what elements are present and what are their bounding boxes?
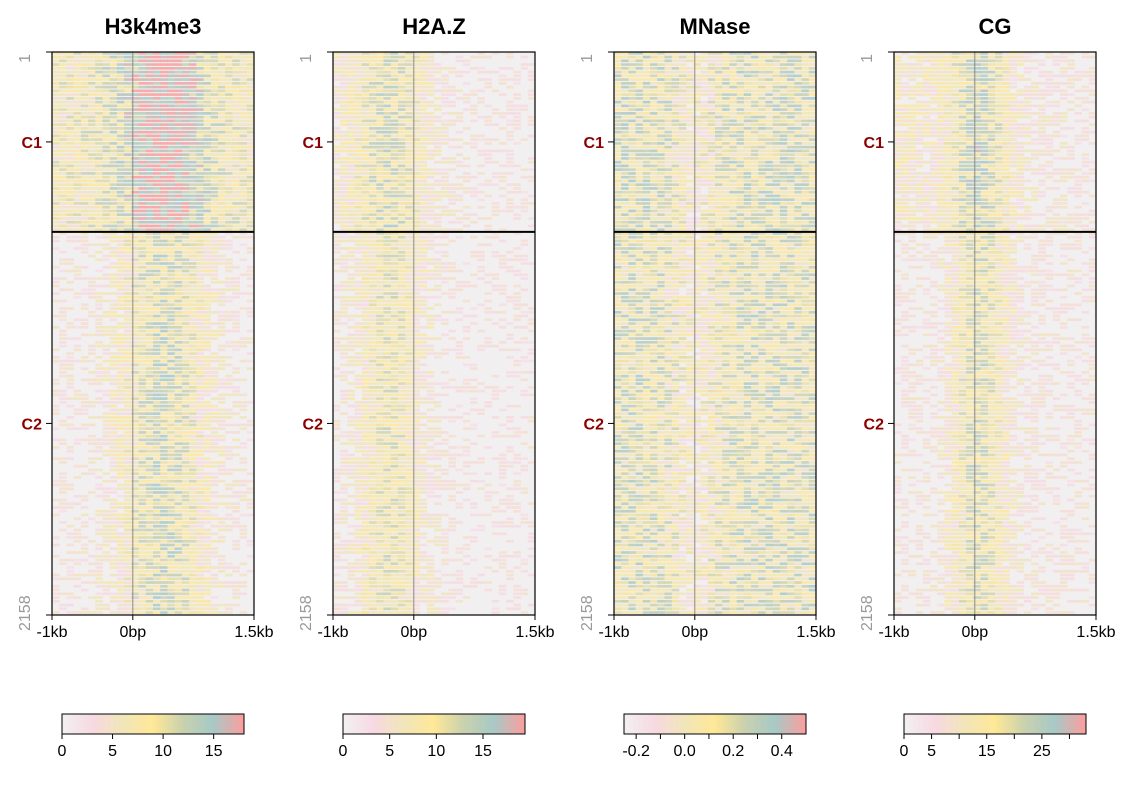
colorbar-tick-label: 0 <box>900 743 909 760</box>
x-tick-label: 0bp <box>681 624 708 641</box>
colorbar-tick-label: 15 <box>205 743 223 760</box>
colorbar-tick-label: 15 <box>474 743 492 760</box>
x-tick-label: 1.5kb <box>234 624 273 641</box>
heatmap-panel: MNase 1 2158 C1 C2 -1kb 0bp 1.5kb -0.2 0.0 0.2 0.4 <box>579 14 836 760</box>
row-label-last: 2158 <box>298 595 315 631</box>
cluster-label: C2 <box>864 416 885 433</box>
row-label-first: 1 <box>859 54 876 63</box>
colorbar-tick-label: 0 <box>339 743 348 760</box>
heatmap-body <box>894 52 1097 615</box>
heatmap-body <box>614 52 817 615</box>
panel-frame <box>893 51 1097 616</box>
cluster-label: C2 <box>584 416 605 433</box>
colorbar: -0.2 0.0 0.2 0.4 <box>622 713 807 760</box>
colorbar-tick-label: 10 <box>154 743 172 760</box>
x-tick-label: -1kb <box>598 624 629 641</box>
x-tick-label: 0bp <box>961 624 988 641</box>
cluster-label: C1 <box>864 135 885 152</box>
colorbar-tick-label: 0.0 <box>674 743 696 760</box>
x-tick-label: -1kb <box>317 624 348 641</box>
heatmap-body <box>333 52 536 615</box>
cluster-label: C1 <box>303 135 324 152</box>
heatmap-panel: H3k4me3 1 2158 C1 C2 -1kb 0bp 1.5kb 0 5 10 15 <box>17 14 274 760</box>
panel-title: CG <box>979 14 1012 39</box>
panel-frame <box>613 51 817 616</box>
panel-frame <box>51 51 255 616</box>
colorbar: 0 5 10 15 <box>58 713 245 760</box>
x-tick-label: 1.5kb <box>515 624 554 641</box>
colorbar-tick-label: 0 <box>58 743 67 760</box>
row-label-first: 1 <box>17 54 34 63</box>
colorbar-tick-label: 5 <box>108 743 117 760</box>
panel-title: H3k4me3 <box>105 14 202 39</box>
colorbar: 0 5 15 25 <box>900 713 1087 760</box>
cluster-label: C2 <box>22 416 43 433</box>
x-tick-label: -1kb <box>36 624 67 641</box>
row-label-first: 1 <box>579 54 596 63</box>
colorbar: 0 5 10 15 <box>339 713 526 760</box>
colorbar-tick-label: 0.2 <box>722 743 744 760</box>
colorbar-tick-label: 15 <box>978 743 996 760</box>
panel-title: H2A.Z <box>402 14 466 39</box>
x-tick-label: 1.5kb <box>1076 624 1115 641</box>
row-label-last: 2158 <box>17 595 34 631</box>
heatmap-panel: H2A.Z 1 2158 C1 C2 -1kb 0bp 1.5kb 0 5 10 15 <box>298 14 555 760</box>
colorbar-tick-label: 10 <box>427 743 445 760</box>
row-label-last: 2158 <box>579 595 596 631</box>
row-label-first: 1 <box>298 54 315 63</box>
heatmap-panel: CG 1 2158 C1 C2 -1kb 0bp 1.5kb 0 5 15 25 <box>859 14 1116 760</box>
colorbar-tick-label: 25 <box>1033 743 1051 760</box>
cluster-label: C2 <box>303 416 324 433</box>
colorbar-tick-label: 5 <box>385 743 394 760</box>
row-label-last: 2158 <box>859 595 876 631</box>
cluster-label: C1 <box>22 135 43 152</box>
panel-title: MNase <box>680 14 751 39</box>
x-tick-label: -1kb <box>878 624 909 641</box>
x-tick-label: 0bp <box>119 624 146 641</box>
x-tick-label: 1.5kb <box>796 624 835 641</box>
colorbar-tick-label: 5 <box>927 743 936 760</box>
colorbar-tick-label: -0.2 <box>622 743 650 760</box>
cluster-label: C1 <box>584 135 605 152</box>
x-tick-label: 0bp <box>400 624 427 641</box>
panel-frame <box>332 51 536 616</box>
colorbar-tick-label: 0.4 <box>771 743 793 760</box>
heatmap-body <box>52 52 255 615</box>
